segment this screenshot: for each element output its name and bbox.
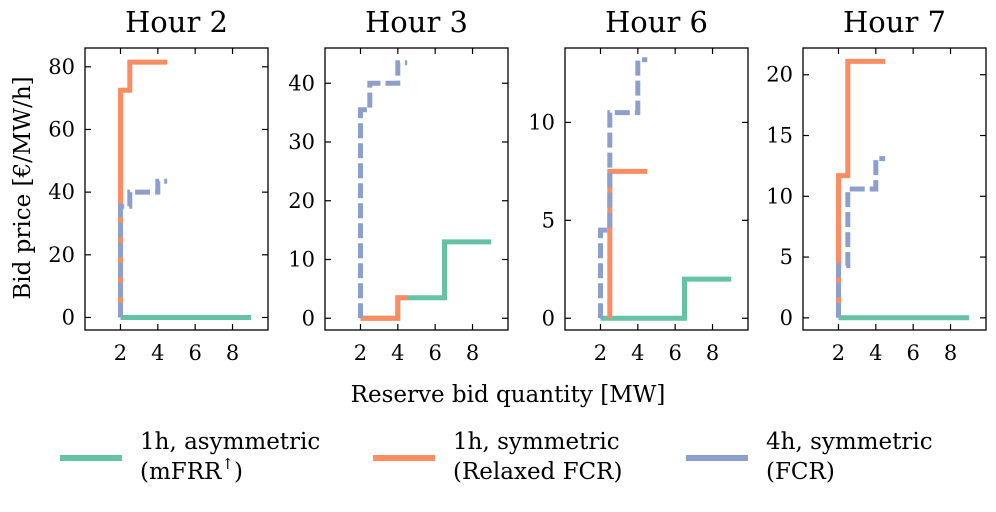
- y-tick-label: 60: [48, 117, 75, 141]
- x-tick-label: 6: [428, 341, 441, 365]
- panel-4: Hour 7 2 4 6 8 0 5 10 15 20: [766, 5, 987, 365]
- legend-label-sub: (Relaxed FCR): [453, 459, 622, 485]
- x-tick-label: 8: [706, 341, 719, 365]
- x-tick-label: 8: [466, 341, 479, 365]
- x-tick-label: 6: [188, 341, 201, 365]
- y-tick-label: 5: [542, 208, 555, 232]
- legend-label: 1h, symmetric: [453, 429, 620, 455]
- x-tick-label: 8: [944, 341, 957, 365]
- plot-frame: [802, 47, 987, 331]
- x-tick-label: 6: [906, 341, 919, 365]
- legend-item-asym: 1h, asymmetric(mFRR↑): [60, 429, 320, 485]
- series-relaxed: [836, 58, 886, 318]
- panel-title: Hour 6: [605, 5, 708, 39]
- series-fcr: [836, 156, 886, 318]
- y-tick-label: 40: [288, 71, 315, 95]
- x-tick-label: 2: [832, 341, 845, 365]
- legend: 1h, asymmetric(mFRR↑) 1h, symmetric (Relax…: [60, 429, 933, 485]
- panel-title: Hour 2: [125, 5, 228, 39]
- panel-3: Hour 6 2 4 6 8 0 5 10: [528, 5, 749, 365]
- y-tick-label: 0: [302, 306, 315, 330]
- series-fcr: [358, 60, 408, 319]
- y-tick-label: 20: [766, 63, 793, 87]
- x-tick-label: 4: [631, 341, 644, 365]
- y-tick-label: 15: [766, 124, 793, 148]
- x-tick-label: 4: [391, 341, 404, 365]
- series-fcr: [598, 57, 648, 319]
- legend-label-sub: (FCR): [766, 459, 835, 485]
- y-tick-label: 0: [780, 306, 793, 330]
- y-tick-label: 0: [542, 306, 555, 330]
- x-tick-label: 2: [114, 341, 127, 365]
- series-asym: [600, 276, 732, 321]
- y-tick-label: 10: [288, 248, 315, 272]
- y-tick-label: 10: [528, 110, 555, 134]
- x-tick-label: 6: [668, 341, 681, 365]
- series-fcr: [118, 178, 168, 318]
- plot-frame: [84, 47, 269, 331]
- y-tick-label: 40: [48, 180, 75, 204]
- y-tick-label: 10: [766, 184, 793, 208]
- x-tick-label: 4: [869, 341, 882, 365]
- panel-title: Hour 3: [365, 5, 468, 39]
- x-tick-label: 4: [151, 341, 164, 365]
- y-tick-label: 0: [62, 305, 75, 329]
- series-asym: [360, 239, 492, 321]
- x-tick-label: 2: [594, 341, 607, 365]
- x-axis-label: Reserve bid quantity [MW]: [351, 382, 666, 408]
- legend-label: 1h, asymmetric: [140, 429, 320, 455]
- legend-label: 4h, symmetric: [766, 429, 933, 455]
- series-relaxed: [607, 168, 648, 319]
- y-tick-label: 5: [780, 245, 793, 269]
- y-tick-label: 30: [288, 130, 315, 154]
- legend-item-relaxed: 1h, symmetric (Relaxed FCR): [373, 429, 622, 485]
- plot-frame: [564, 47, 749, 331]
- y-axis-label: Bid price [€/MW/h]: [10, 76, 36, 299]
- legend-item-fcr: 4h, symmetric (FCR): [686, 429, 933, 485]
- x-tick-label: 2: [354, 341, 367, 365]
- y-tick-label: 80: [48, 55, 75, 79]
- panel-title: Hour 7: [843, 5, 946, 39]
- y-tick-label: 20: [288, 189, 315, 213]
- y-tick-label: 20: [48, 243, 75, 267]
- x-tick-label: 8: [226, 341, 239, 365]
- panel-2: Hour 3 2 4 6 8 0 10 20 30 40: [288, 5, 509, 365]
- plot-frame: [324, 47, 509, 331]
- series-relaxed: [118, 59, 168, 318]
- series-relaxed: [360, 295, 408, 321]
- legend-label-sub: (mFRR↑): [140, 455, 243, 485]
